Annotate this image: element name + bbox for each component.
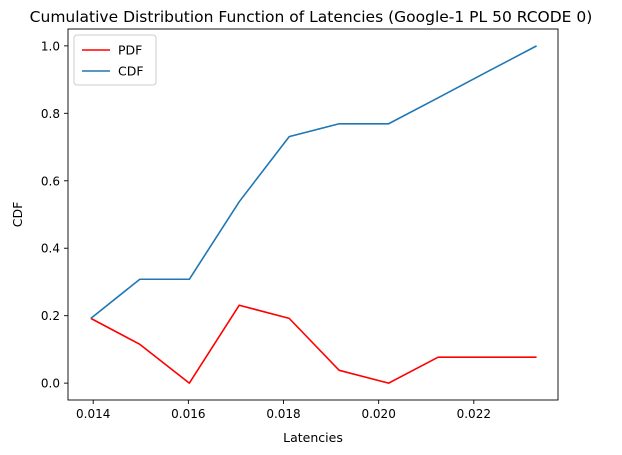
series-line-cdf	[90, 45, 537, 320]
y-axis-label: CDF	[10, 202, 25, 228]
x-axis-label: Latencies	[283, 430, 343, 445]
x-tick-label: 0.022	[457, 407, 491, 421]
plot-area	[90, 45, 537, 384]
y-tick-label: 0.0	[41, 377, 60, 391]
series-line-pdf	[90, 304, 537, 384]
x-tick-label: 0.016	[171, 407, 205, 421]
y-tick-label: 0.2	[41, 309, 60, 323]
y-tick-label: 1.0	[41, 39, 60, 53]
x-tick-label: 0.018	[266, 407, 300, 421]
chart-title: Cumulative Distribution Function of Late…	[30, 8, 593, 26]
legend-box	[73, 34, 157, 86]
x-axis-ticks: 0.014 0.016 0.018 0.020 0.022	[76, 400, 491, 421]
legend-label-cdf: CDF	[118, 64, 144, 79]
legend: PDF CDF	[73, 34, 157, 86]
legend-label-pdf: PDF	[118, 43, 142, 58]
x-tick-label: 0.020	[361, 407, 395, 421]
plot-frame	[67, 28, 559, 401]
y-tick-label: 0.8	[41, 107, 60, 121]
x-tick-label: 0.014	[76, 407, 110, 421]
y-tick-label: 0.6	[41, 174, 60, 188]
y-axis-ticks: 0.0 0.2 0.4 0.6 0.8 1.0	[41, 39, 68, 391]
y-tick-label: 0.4	[41, 242, 60, 256]
